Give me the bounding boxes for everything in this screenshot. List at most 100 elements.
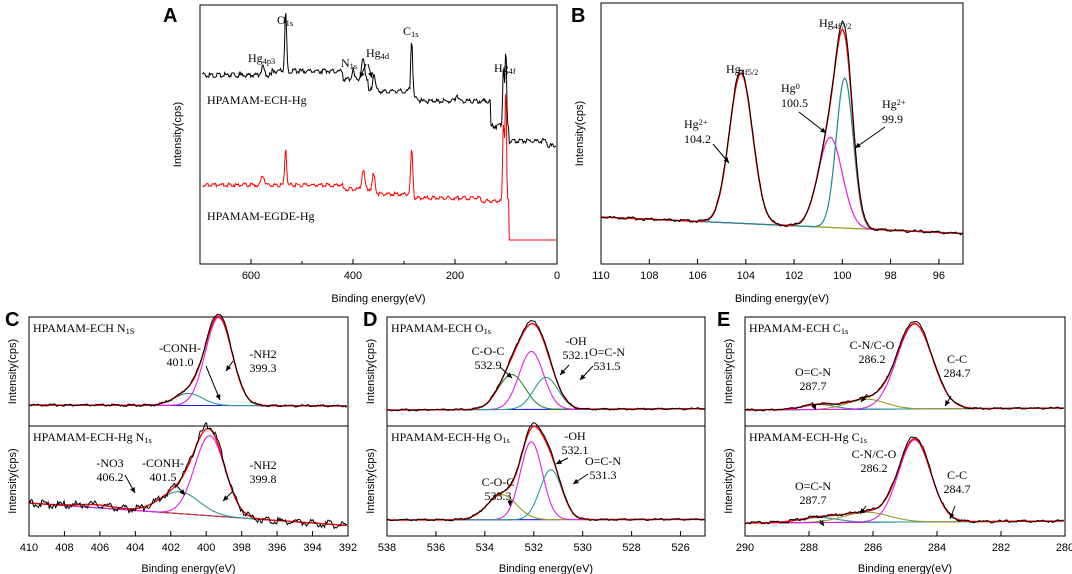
comp-name-1-1: -OH	[564, 429, 586, 443]
panel-letter-c: C	[5, 309, 19, 331]
x-tick-label: 532	[525, 542, 543, 554]
arrow-hg0	[798, 111, 827, 134]
sample-label-0: HPAMAM-ECH C1s	[749, 321, 848, 336]
x-tick-label: 286	[864, 542, 882, 554]
x-tick-label: 528	[622, 542, 640, 554]
arrow-0-0-head	[506, 372, 512, 378]
panel-c: 410 408 406 404 402 400 398 396 394 392 Binding en…	[7, 313, 357, 574]
arrow-0-1-head	[560, 369, 566, 375]
raw-spectrum	[600, 20, 964, 236]
comp-name-0-1: -NH2	[249, 347, 276, 361]
arrow-1-1-head	[556, 459, 562, 464]
component-peak	[28, 491, 347, 526]
comp-value-1-2: 284.7	[944, 482, 971, 496]
comp-name-1-0: -NO3	[96, 456, 123, 470]
y-axis-label-1: Intensity(cps)	[7, 448, 19, 513]
panel-letter-a: A	[163, 5, 177, 27]
x-axis-label: Binding energy(eV)	[331, 293, 425, 305]
comp-value-1-0: 406.2	[97, 470, 124, 484]
panel-a: 600 400 200 0 Binding energy(eV) Intensity(cp…	[172, 4, 560, 305]
series-label-egde: HPAMAM-EGDE-Hg	[207, 209, 315, 223]
sample-label-1: HPAMAM-ECH-Hg N1s	[33, 430, 152, 445]
arrow-1-0-head	[130, 487, 135, 493]
comp-name-1-1: C-N/C-O	[852, 447, 897, 461]
axes-frame	[199, 4, 558, 265]
comp-name-0-2: C-C	[947, 352, 967, 366]
raw-spectrum	[744, 436, 1064, 525]
x-tick-label: 284	[928, 542, 946, 554]
raw-spectrum	[386, 422, 706, 522]
arrow-hg2plus-99	[854, 126, 886, 149]
x-axis-label: Binding energy(eV)	[858, 563, 952, 574]
comp-species-0: Hg2+	[684, 117, 708, 131]
raw-spectrum	[386, 319, 706, 412]
x-tick-label: 530	[574, 542, 592, 554]
fit-envelope	[745, 322, 1064, 411]
comp-value-0-0: 532.9	[475, 358, 502, 372]
x-tick-label: 100	[833, 270, 851, 282]
raw-spectrum	[28, 422, 347, 530]
comp-value-1-1: 286.2	[861, 461, 888, 475]
arrow-1-0-head	[818, 520, 824, 526]
comp-value-0: 104.2	[684, 132, 711, 146]
sample-label-0: HPAMAM-ECH O1s	[391, 321, 491, 336]
comp-value-0-1: 286.2	[859, 352, 886, 366]
y-axis-label: Intensity(cps)	[172, 102, 184, 167]
arrow-0-2-head	[580, 374, 586, 380]
comp-value-0-0: 401.0	[167, 355, 194, 369]
comp-value-0-0: 287.7	[800, 379, 827, 393]
x-tick-label: 392	[339, 542, 357, 554]
comp-value-0-2: 531.5	[594, 359, 621, 373]
comp-name-1-0: C-O-C	[482, 475, 515, 489]
comp-value-0-2: 284.7	[944, 366, 971, 380]
peak-label-c1s: C1s	[403, 24, 418, 39]
x-tick-label: 398	[232, 542, 250, 554]
component-peak	[387, 469, 705, 521]
x-tick-label: 538	[378, 542, 396, 554]
panel-letter-d: D	[363, 309, 377, 331]
x-tick-label: 102	[785, 270, 803, 282]
arrow-0-0-head	[811, 404, 816, 410]
y-axis-label: Intensity(cps)	[574, 101, 586, 166]
comp-species-2: Hg2+	[882, 97, 906, 111]
panel-b: 110 108 106 104 102 100 98 96 Binding energy(eV)…	[574, 2, 964, 305]
component-peak	[387, 350, 705, 411]
x-tick-label: 106	[688, 270, 706, 282]
arrow-hg2plus-99-head	[855, 142, 861, 148]
x-tick-label: 290	[736, 542, 754, 554]
peak-label-o1s: O1s	[277, 13, 293, 28]
comp-value-2: 99.9	[882, 112, 903, 126]
peak-label-n1s: N1s	[341, 56, 357, 71]
x-tick-label: 406	[91, 542, 109, 554]
comp-name-0-2: O=C-N	[589, 345, 625, 359]
series-hpamam-egde-hg	[202, 94, 556, 241]
comp-value-1-2: 399.8	[250, 472, 277, 486]
series-hpamam-ech-hg	[202, 13, 557, 149]
x-tick-label: 534	[476, 542, 494, 554]
label-hg4f52: Hg4f5/2	[726, 62, 758, 77]
x-tick-label: 536	[427, 542, 445, 554]
x-tick-label: 400	[197, 542, 215, 554]
comp-name-1-2: C-C	[947, 468, 967, 482]
x-tick-label: 98	[884, 270, 896, 282]
arrow-0-1-head	[226, 365, 232, 371]
comp-name-0-0: C-O-C	[472, 344, 505, 358]
arrow-1-0-head	[507, 500, 513, 506]
comp-value-1-0: 533.3	[485, 489, 512, 503]
x-tick-label: 404	[126, 542, 144, 554]
fit-envelope	[387, 322, 705, 411]
component-peak	[387, 494, 705, 521]
x-tick-label: 200	[446, 270, 464, 282]
x-axis-label: Binding energy(eV)	[141, 563, 235, 574]
arrow-0-2-head	[945, 400, 951, 406]
comp-value-1-1: 532.1	[562, 443, 589, 457]
arrow-1-2-head	[223, 495, 229, 501]
comp-name-1-0: O=C-N	[795, 479, 831, 493]
comp-name-0-1: -OH	[565, 334, 587, 348]
component-peak	[28, 435, 347, 526]
arrow-0-0-head	[215, 394, 221, 400]
fit-envelope	[600, 28, 964, 235]
peak-label-hg4f: Hg4f	[494, 61, 516, 76]
arrow-hg4d-2-head	[368, 72, 374, 78]
